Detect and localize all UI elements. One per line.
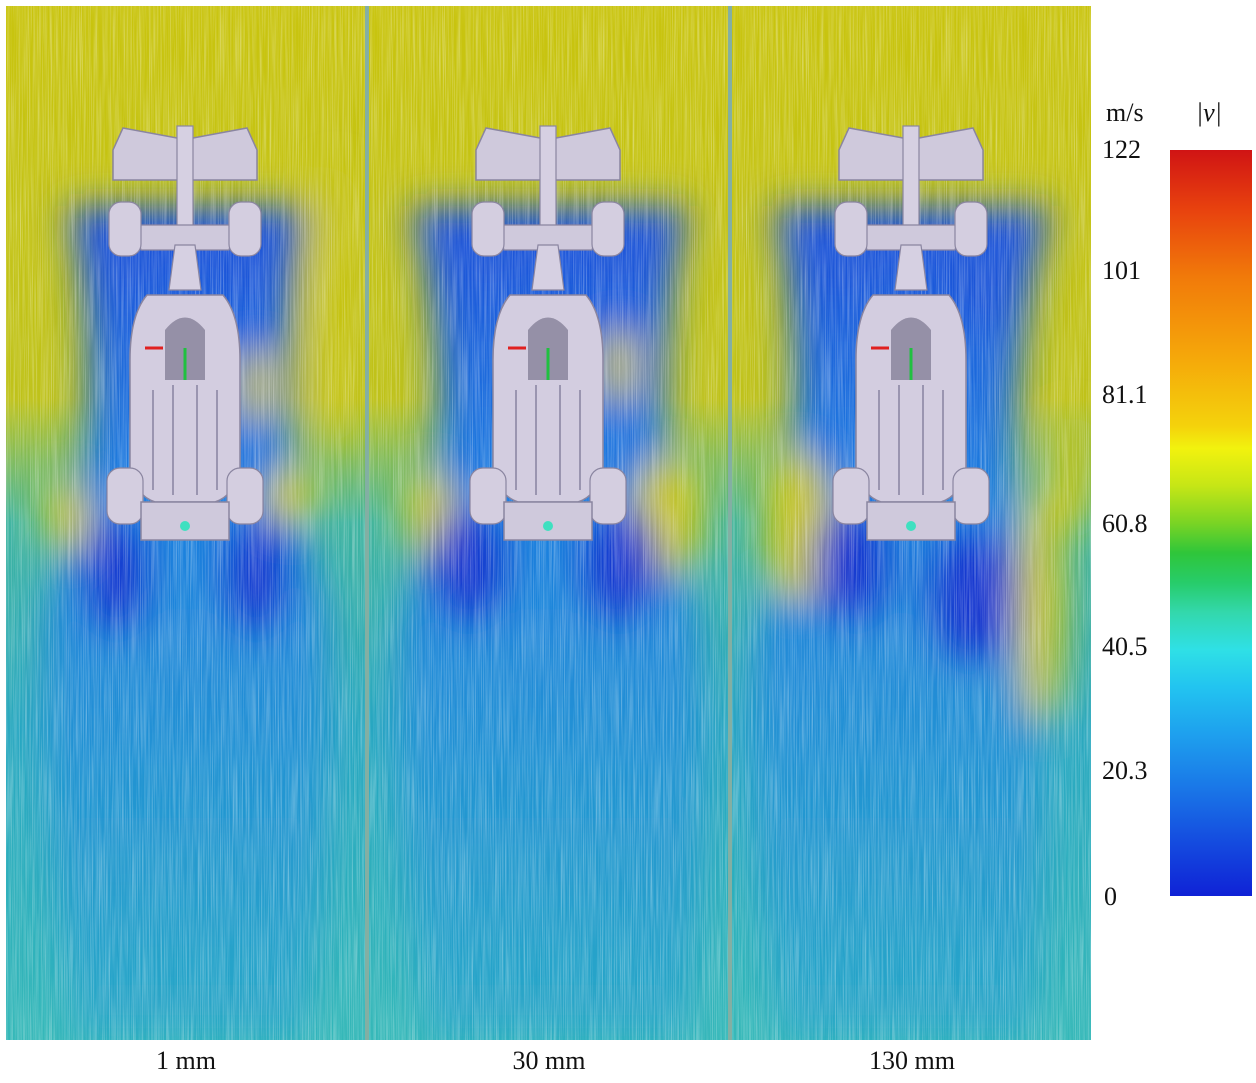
colorbar-unit: m/s (1106, 98, 1144, 127)
colorbar-tick: 81.1 (1102, 380, 1148, 409)
streamline-field (732, 6, 1091, 1040)
streamline-field (369, 6, 728, 1040)
flow-panel-130mm (732, 6, 1091, 1040)
velocity-colorbar (1170, 150, 1252, 896)
panel-label-1mm: 1 mm (156, 1046, 216, 1075)
colorbar-tick: 20.3 (1102, 756, 1148, 785)
panel-divider (365, 6, 369, 1040)
colorbar-tick: 40.5 (1102, 632, 1148, 661)
colorbar-tick: 122 (1102, 135, 1141, 164)
panel-label-130mm: 130 mm (869, 1046, 955, 1075)
streamline-field (6, 6, 365, 1040)
flow-panel-1mm (6, 6, 365, 1040)
flow-panel-30mm (369, 6, 728, 1040)
panel-label-30mm: 30 mm (512, 1046, 586, 1075)
panel-divider (728, 6, 732, 1040)
colorbar-quantity: |v| (1196, 98, 1222, 127)
colorbar-tick: 0 (1104, 882, 1117, 911)
colorbar-tick: 60.8 (1102, 509, 1148, 538)
colorbar-tick: 101 (1102, 256, 1141, 285)
